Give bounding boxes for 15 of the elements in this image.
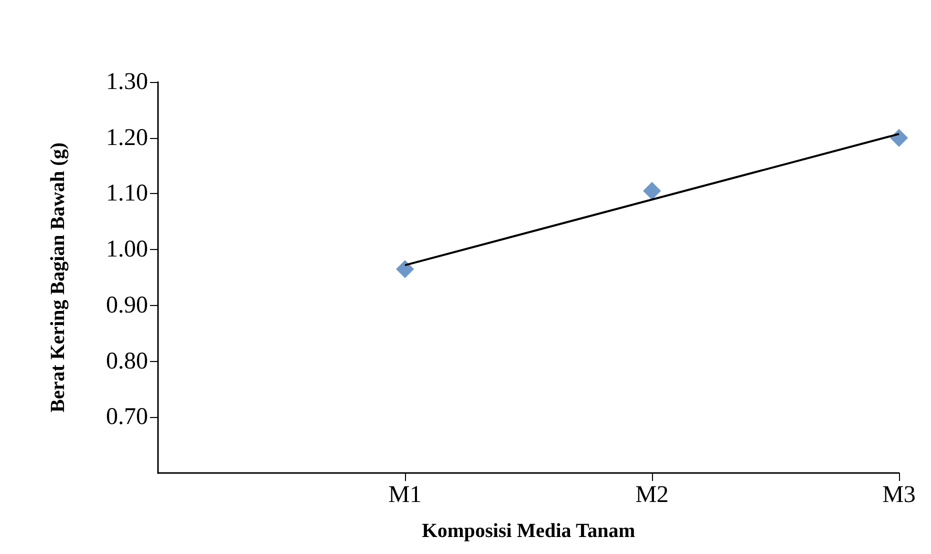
- point: [396, 260, 414, 278]
- y-tick-label: 0.80: [106, 348, 148, 374]
- y-axis-title: Berat Kering Bagian Bawah (g): [47, 142, 69, 412]
- y-tick-label: 1.00: [106, 236, 148, 263]
- point: [890, 128, 908, 147]
- x-tick-label: M1: [388, 482, 422, 508]
- x-tick-label: M2: [635, 482, 669, 508]
- x-axis-title: Komposisi Media Tanam: [422, 520, 636, 542]
- y-tick-label: 1.30: [106, 69, 148, 95]
- y-tick-label: 0.90: [106, 292, 148, 318]
- y-tick-label: 1.20: [106, 124, 148, 151]
- x-tick-label: M3: [882, 482, 916, 508]
- y-tick-label: 1.10: [106, 180, 148, 207]
- point: [643, 182, 661, 200]
- y-tick-label: 0.70: [106, 404, 148, 430]
